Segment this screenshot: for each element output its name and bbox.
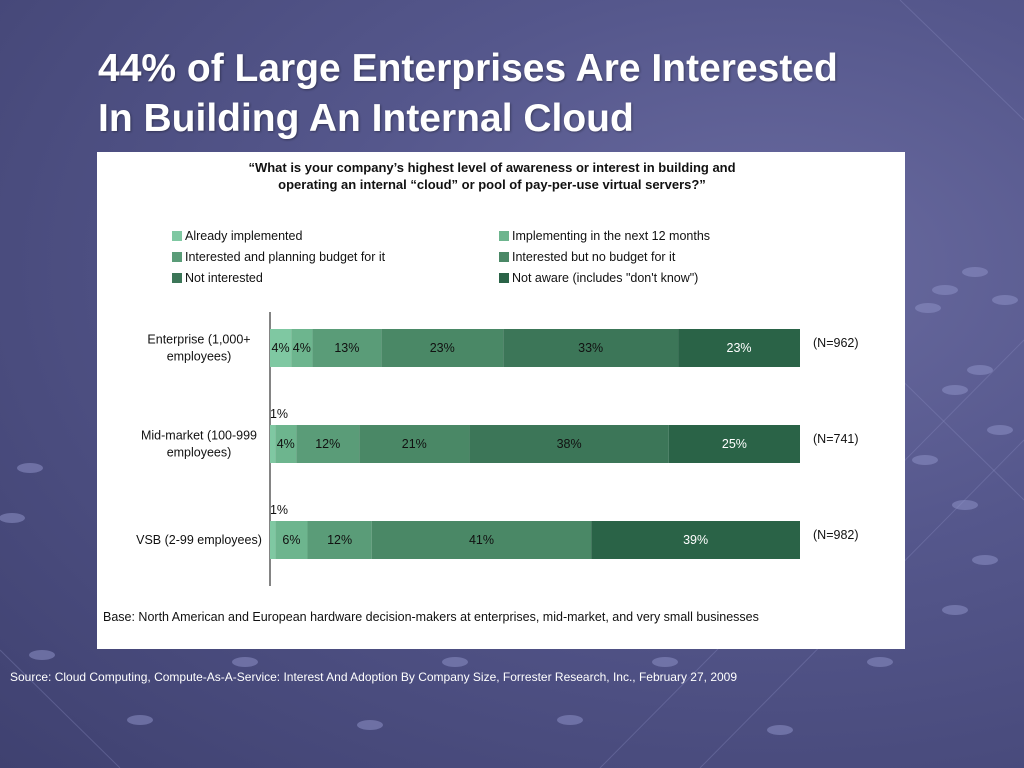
bar-segment [359,425,470,463]
data-label: 4% [272,341,290,355]
data-label: 23% [430,341,455,355]
data-label: 4% [293,341,311,355]
bar-segment [307,521,372,559]
data-label: 41% [469,533,494,547]
bar-segment [270,425,276,463]
category-label: Enterprise (1,000+ [147,333,250,347]
category-label: Mid-market (100-999 [141,429,257,443]
data-label: 38% [557,437,582,451]
legend-item: Implementing in the next 12 months [499,228,710,244]
data-label: 23% [727,341,752,355]
data-label: 12% [315,437,340,451]
legend-label: Not interested [185,271,263,285]
category-label: employees) [167,350,232,364]
legend-label: Implementing in the next 12 months [512,229,711,243]
legend-item: Not interested [172,270,263,286]
legend-label: Not aware (includes "don't know") [512,271,699,285]
stacked-bar-chart: Enterprise (1,000+employees)4% 4% 13% 23% 33… [136,312,859,586]
chart-panel: “What is your company’s highest level of… [97,152,905,649]
bar-segment [275,425,297,463]
legend-swatch [499,273,509,283]
bar-segment [296,425,360,463]
legend-label: Interested but no budget for it [512,250,676,264]
data-label: 1% [270,407,288,421]
category-label: VSB (2-99 employees) [136,533,262,547]
legend-swatch [172,252,182,262]
data-label: 33% [578,341,603,355]
bar-segment [291,329,313,367]
survey-question-line1: “What is your company’s highest level of… [248,160,736,175]
slide-title-line1: 44% of Large Enterprises Are Interested [98,47,838,90]
bar-segment [371,521,592,559]
data-label: 21% [402,437,427,451]
bar-segment [503,329,679,367]
data-label: 39% [683,533,708,547]
survey-question: “What is your company’s highest level of… [97,159,887,193]
legend-item: Not aware (includes "don't know") [499,270,698,286]
bar-segment [469,425,669,463]
legend-label: Interested and planning budget for it [185,250,386,264]
legend-swatch [499,252,509,262]
legend-swatch [172,273,182,283]
data-label: 6% [282,533,300,547]
bar-segment [668,425,800,463]
data-label: 13% [334,341,359,355]
slide-title: 44% of Large Enterprises Are Interested … [98,44,998,144]
bar-segment [678,329,800,367]
data-label: 4% [277,437,295,451]
bar-segment [381,329,504,367]
source-citation: Source: Cloud Computing, Compute-As-A-Se… [10,670,738,684]
sample-size-label: (N=982) [813,528,859,542]
sample-size-label: (N=962) [813,336,859,350]
bar-segment [275,521,308,559]
category-label: employees) [167,446,232,460]
legend-item: Interested but no budget for it [499,249,675,265]
legend-swatch [499,231,509,241]
bar-segment [270,521,276,559]
data-label: 25% [722,437,747,451]
legend-label: Already implemented [185,229,303,243]
bar-segment [270,329,292,367]
base-note: Base: North American and European hardwa… [103,610,759,624]
data-label: 1% [270,503,288,517]
survey-question-line2: operating an internal “cloud” or pool of… [278,177,706,192]
sample-size-label: (N=741) [813,432,859,446]
bar-segment [312,329,382,367]
legend-item: Already implemented [172,228,302,244]
legend-swatch [172,231,182,241]
slide-title-line2: In Building An Internal Cloud [98,97,634,140]
bar-segment [591,521,800,559]
data-label: 12% [327,533,352,547]
legend-item: Interested and planning budget for it [172,249,385,265]
